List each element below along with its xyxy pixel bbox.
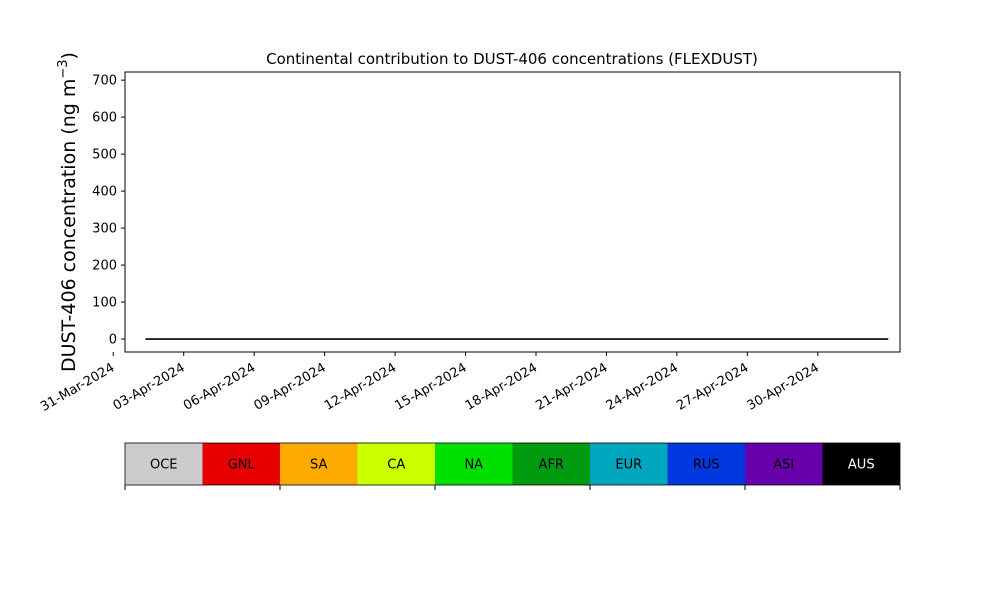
x-tick-label: 12-Apr-2024 (322, 360, 399, 413)
y-tick-label: 200 (92, 259, 117, 274)
legend-label-aus: AUS (848, 458, 875, 473)
legend-swatch-ca (357, 443, 435, 485)
legend-label-eur: EUR (615, 458, 642, 473)
y-axis: 0 100 200 300 400 500 600 700 (92, 74, 125, 348)
y-tick-label: 400 (92, 185, 117, 200)
x-tick-label: 06-Apr-2024 (181, 360, 258, 413)
legend-label-sa: SA (310, 458, 327, 473)
legend-swatch-oce (125, 443, 203, 485)
legend-swatch-na (435, 443, 513, 485)
legend-swatch-aus (822, 443, 900, 485)
legend-swatch-asi (745, 443, 823, 485)
legend-label-na: NA (464, 458, 483, 473)
y-axis-label: DUST-406 concentration (ng m−3) (56, 52, 80, 372)
x-tick-label: 21-Apr-2024 (533, 360, 610, 413)
legend-swatch-afr (512, 443, 590, 485)
legend-swatch-gnl (202, 443, 280, 485)
y-tick-label: 100 (92, 296, 117, 311)
y-tick-label: 300 (92, 222, 117, 237)
legend-colorbar: OCE GNL SA CA NA AFR EUR RUS ASI AUS (124, 442, 901, 490)
legend-label-oce: OCE (150, 458, 178, 473)
y-tick-label: 0 (109, 333, 117, 348)
legend-label-afr: AFR (539, 458, 564, 473)
x-tick-label: 30-Apr-2024 (745, 360, 822, 413)
x-axis: 31-Mar-202403-Apr-202406-Apr-202409-Apr-… (38, 352, 822, 415)
legend-swatch-sa (280, 443, 358, 485)
legend-label-gnl: GNL (228, 458, 256, 473)
x-tick-label: 09-Apr-2024 (252, 360, 329, 413)
legend-swatch-rus (667, 443, 745, 485)
chart-title: Continental contribution to DUST-406 con… (266, 50, 758, 68)
x-tick-label: 24-Apr-2024 (604, 360, 681, 413)
x-tick-label: 27-Apr-2024 (674, 360, 751, 413)
legend-label-rus: RUS (693, 458, 720, 473)
x-tick-label: 18-Apr-2024 (463, 360, 540, 413)
x-tick-label: 15-Apr-2024 (392, 360, 469, 413)
legend-label-ca: CA (387, 458, 405, 473)
plot-frame (124, 71, 901, 353)
legend-label-asi: ASI (773, 458, 794, 473)
legend-frame (124, 442, 901, 486)
y-tick-label: 700 (92, 74, 117, 89)
x-tick-label: 03-Apr-2024 (111, 360, 188, 413)
y-tick-label: 600 (92, 111, 117, 126)
legend-swatch-eur (590, 443, 668, 485)
y-tick-label: 500 (92, 148, 117, 163)
